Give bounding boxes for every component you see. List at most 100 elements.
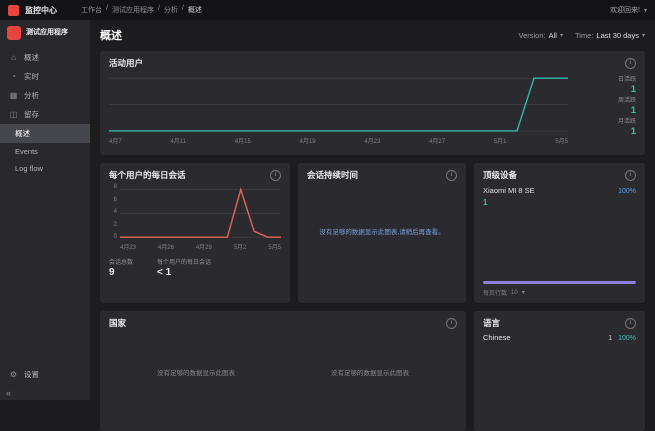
version-label: Version:: [519, 31, 546, 40]
chevron-down-icon: ▾: [644, 7, 647, 14]
stat-value: 1: [574, 126, 636, 137]
card-header: 活动用户 i: [109, 57, 636, 69]
breadcrumb-item-app[interactable]: 测试应用程序: [112, 5, 154, 15]
sidebar-item-retention[interactable]: ◫ 留存: [0, 105, 90, 124]
stat-total-sessions: 会话总数 9: [109, 257, 133, 278]
card-header: 每个用户的每日会话 i: [109, 169, 281, 181]
rows-per-page-value: 10: [511, 290, 518, 296]
active-users-stats: 日活跃 1 周活跃 1 月活跃 1: [568, 72, 636, 145]
device-row[interactable]: Xiaomi MI 8 SE 100%: [483, 186, 636, 195]
chevron-down-icon: ▾: [522, 289, 525, 296]
stat-value: < 1: [157, 267, 211, 278]
app-selector[interactable]: 测试应用程序: [0, 20, 90, 45]
sidebar-item-overview[interactable]: 概述: [0, 124, 90, 143]
sidebar-item-log-flow[interactable]: Log flow: [0, 160, 90, 177]
sessions-y-axis: 86420: [109, 184, 120, 240]
time-label: Time:: [575, 31, 593, 40]
language-values: 1 100%: [608, 335, 636, 342]
stat-label: 会话总数: [109, 257, 133, 266]
chart-icon: ▦: [9, 92, 18, 100]
main-content: 概述 Version: All ▾ Time: Last 30 days ▾ 活…: [90, 20, 655, 400]
stat-value: 9: [109, 267, 133, 278]
version-value: All: [549, 31, 557, 40]
info-icon[interactable]: i: [625, 318, 636, 329]
info-icon[interactable]: i: [270, 170, 281, 181]
topbar: 监控中心 工作台 / 测试应用程序 / 分析 / 概述 欢迎回来! ▾: [0, 0, 655, 20]
row-3: 国家 i 没有足够的数据显示此图表 没有足够的数据显示此图表 语言 i Chin…: [100, 311, 645, 431]
card-title: 语言: [483, 317, 500, 329]
info-icon[interactable]: i: [625, 58, 636, 69]
active-users-x-axis: 4月74月114月154月194月234月275月15月5: [109, 136, 568, 145]
stat-label: 日活跃: [574, 74, 636, 83]
sidebar-nav: ⌂ 概述 ◔ 实时 ▦ 分析 ◫ 留存 概述 Events Log flow: [0, 48, 90, 177]
sidebar-item-events[interactable]: Events: [0, 143, 90, 160]
sidebar-item-realtime[interactable]: ◔ 实时: [0, 67, 90, 86]
sessions-per-user-card: 每个用户的每日会话 i 86420 4月234月264月295月25月5: [100, 163, 290, 303]
sidebar: 测试应用程序 ⌂ 概述 ◔ 实时 ▦ 分析 ◫ 留存 概述 Events Log…: [0, 20, 90, 400]
card-title: 会话持续时间: [307, 169, 358, 181]
main-header: 概述 Version: All ▾ Time: Last 30 days ▾: [100, 27, 645, 43]
device-progress-bar: [483, 281, 636, 284]
stat-value: 1: [574, 105, 636, 116]
language-row[interactable]: Chinese 1 100%: [483, 333, 636, 342]
stat-mau: 月活跃 1: [574, 116, 636, 137]
sidebar-item-analytics[interactable]: ▦ 分析: [0, 86, 90, 105]
top-devices-card: 顶级设备 i Xiaomi MI 8 SE 100% 1 每页行数 10 ▾: [474, 163, 645, 303]
device-percent: 100%: [618, 188, 636, 195]
app-name: 测试应用程序: [26, 29, 68, 37]
chevron-down-icon: ▾: [560, 32, 563, 39]
stat-label: 周活跃: [574, 95, 636, 104]
rows-per-page[interactable]: 每页行数 10 ▾: [483, 288, 636, 297]
filters: Version: All ▾ Time: Last 30 days ▾: [519, 31, 646, 40]
sidebar-item-label: 概述: [15, 128, 30, 139]
time-selector[interactable]: Time: Last 30 days ▾: [575, 31, 645, 40]
device-count: 1: [483, 198, 636, 207]
info-icon[interactable]: i: [446, 318, 457, 329]
version-selector[interactable]: Version: All ▾: [519, 31, 563, 40]
users-icon: ◫: [9, 111, 18, 119]
sidebar-item-settings[interactable]: ⚙ 设置: [0, 365, 90, 384]
info-icon[interactable]: i: [625, 170, 636, 181]
sessions-plot: [120, 184, 281, 240]
sidebar-item-home-overview[interactable]: ⌂ 概述: [0, 48, 90, 67]
active-users-chart-zone: 4月74月114月154月194月234月275月15月5: [109, 72, 568, 145]
row-2: 每个用户的每日会话 i 86420 4月234月264月295月25月5: [100, 163, 645, 303]
stat-wau: 周活跃 1: [574, 95, 636, 116]
card-header: 顶级设备 i: [483, 169, 636, 181]
sidebar-collapse-button[interactable]: «: [6, 388, 11, 398]
breadcrumb: 工作台 / 测试应用程序 / 分析 / 概述: [81, 5, 202, 15]
empty-state-message[interactable]: 没有足够的数据显示此图表,请稍后再查看。: [298, 228, 466, 238]
language-count: 1: [608, 335, 612, 342]
chevron-down-icon: ▾: [642, 32, 645, 39]
card-title: 国家: [109, 317, 126, 329]
breadcrumb-item-workspace[interactable]: 工作台: [81, 5, 102, 15]
greeting-text: 欢迎回来!: [610, 5, 640, 15]
app-icon: [7, 26, 21, 40]
info-icon[interactable]: i: [446, 170, 457, 181]
product-name: 监控中心: [25, 5, 57, 16]
sidebar-item-label: 概述: [24, 52, 39, 63]
card-title: 顶级设备: [483, 169, 517, 181]
user-menu[interactable]: 欢迎回来! ▾: [610, 5, 647, 15]
card-header: 会话持续时间 i: [307, 169, 457, 181]
active-users-plot: [109, 72, 568, 134]
sidebar-item-label: 分析: [24, 90, 39, 101]
stat-label: 月活跃: [574, 116, 636, 125]
sidebar-item-label: 实时: [24, 71, 39, 82]
card-title: 每个用户的每日会话: [109, 169, 186, 181]
breadcrumb-item-overview: 概述: [188, 5, 202, 15]
session-duration-card: 会话持续时间 i 没有足够的数据显示此图表,请稍后再查看。: [298, 163, 466, 303]
sidebar-item-label: Events: [15, 147, 38, 156]
country-card: 国家 i 没有足够的数据显示此图表 没有足够的数据显示此图表: [100, 311, 466, 431]
card-header: 国家 i: [109, 317, 457, 329]
breadcrumb-separator: /: [182, 5, 184, 15]
sessions-x-axis: 4月234月264月295月25月5: [120, 242, 281, 251]
active-users-body: 4月74月114月154月194月234月275月15月5 日活跃 1 周活跃 …: [109, 72, 636, 145]
device-name: Xiaomi MI 8 SE: [483, 186, 535, 195]
sessions-footer-stats: 会话总数 9 每个用户的每日会话 < 1: [109, 257, 281, 278]
rows-per-page-label: 每页行数: [483, 288, 507, 297]
sessions-plot-row: 86420 4月234月264月295月25月5: [109, 184, 281, 251]
logo-icon[interactable]: [8, 5, 19, 16]
breadcrumb-item-analytics[interactable]: 分析: [164, 5, 178, 15]
active-users-card: 活动用户 i 4月74月114月154月194月234月275月15月5 日活跃: [100, 51, 645, 155]
